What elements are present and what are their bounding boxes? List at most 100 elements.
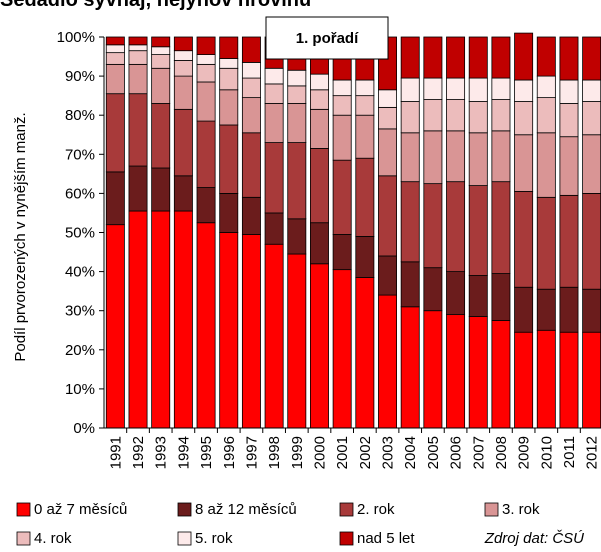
bar-segment [128,44,148,52]
bar-segment [332,234,352,271]
bar-segment [446,130,466,183]
bar-segment [559,36,579,81]
bar-segment [128,210,148,429]
bar-segment [332,159,352,235]
y-tick-label: 70% [65,146,95,163]
bar-segment [128,63,148,95]
y-axis-label: Podíl prvorozených v nynějším manž. [12,112,29,361]
bar-segment [219,36,239,59]
legend-swatch [484,502,499,517]
x-tick-label: 2005 [425,436,442,469]
bar-segment [196,36,216,55]
bar-segment [287,103,307,143]
bar-segment [423,77,443,100]
legend-swatch [177,502,192,517]
bar-segment [468,185,488,276]
bar-segment [241,62,261,79]
legend-swatch [339,502,354,517]
x-tick-label: 2003 [380,436,397,469]
bar-segment [310,222,329,265]
bar-segment [151,67,171,104]
bar-segment [582,101,601,136]
bar-segment [400,306,420,429]
bar-segment [219,89,239,126]
bar-segment [400,132,420,183]
x-tick-label: 2010 [538,436,555,469]
legend-label: 8 až 12 měsíců [195,501,297,518]
bar-segment [536,132,556,198]
bar-segment [219,124,239,194]
y-tick-label: 80% [65,107,95,124]
bar-segment [514,134,534,192]
bar-segment [582,79,601,102]
bar-segment [287,142,307,220]
plot-area: 0% 10% 20% 30% 40% 50% 60% 70% 80% 90% 100% 1991 199… [57,29,601,469]
bar-segment [559,136,579,196]
bar-segment [105,44,125,54]
bar-segment [355,277,375,429]
x-tick-label: 1992 [130,436,147,469]
bar-segment [536,36,556,77]
bar-segment [491,130,511,183]
bar-segment [491,273,511,321]
bar-segment [423,36,443,79]
bar-segment [128,165,148,212]
bar-segment [196,222,216,429]
bar-segment [105,63,125,95]
legend-swatch [16,531,31,546]
bar-segment [468,101,488,134]
bar-segment [241,97,261,134]
bar-segment [196,81,216,122]
x-tick-label: 2006 [448,436,465,469]
bar-segment [514,79,534,102]
bar-segment [264,83,284,104]
bar-segment [536,329,556,429]
bar-segment [582,36,601,81]
panel-title-box: 1. pořadí [265,16,389,60]
bar-segment [105,36,125,46]
x-tick-label: 2007 [470,436,487,469]
y-tick-label: 10% [65,381,95,398]
x-tick-label: 1994 [175,436,192,469]
legend-swatch [339,531,354,546]
bar-segment [582,134,601,194]
legend-label: 2. rok [357,501,395,518]
bar-segment [332,269,352,429]
bar-segment [196,120,216,188]
bar-segment [264,212,284,245]
bar-segment [151,36,171,48]
bar-segment [491,99,511,132]
x-tick-label: 1998 [266,436,283,469]
bar-segment [310,73,329,91]
bar-segment [128,93,148,167]
legend-label: nad 5 let [357,530,415,547]
bar-segment [423,130,443,185]
bar-segment [582,288,601,333]
bar-segment [105,171,125,226]
bar-segment [378,89,397,108]
bar-segment [378,106,397,130]
bar-segment [310,148,329,224]
bar-segment [400,261,420,308]
bar-segment [446,271,466,316]
x-tick-label: 2004 [402,436,419,469]
y-tick-label: 40% [65,264,95,281]
legend-label: 3. rok [502,501,540,518]
legend-swatch [177,531,192,546]
bar-segment [196,54,216,65]
bar-segment [378,294,397,429]
bar-segment [378,255,397,296]
x-tick-label: 1993 [153,436,170,469]
x-tick-label: 2008 [493,436,510,469]
legend-swatch [16,502,31,517]
legend: 0 až 7 měsíců 8 až 12 měsíců 2. rok 3. rok 4… [16,501,540,547]
bar-segment [491,36,511,79]
bar-segment [173,50,193,61]
bar-segment [264,142,284,214]
bar-segment [310,89,329,110]
bar-segment [491,320,511,429]
bar-segment [241,234,261,429]
bar-segment [310,263,329,429]
bar-segment [173,60,193,77]
bar-segment [446,181,466,272]
